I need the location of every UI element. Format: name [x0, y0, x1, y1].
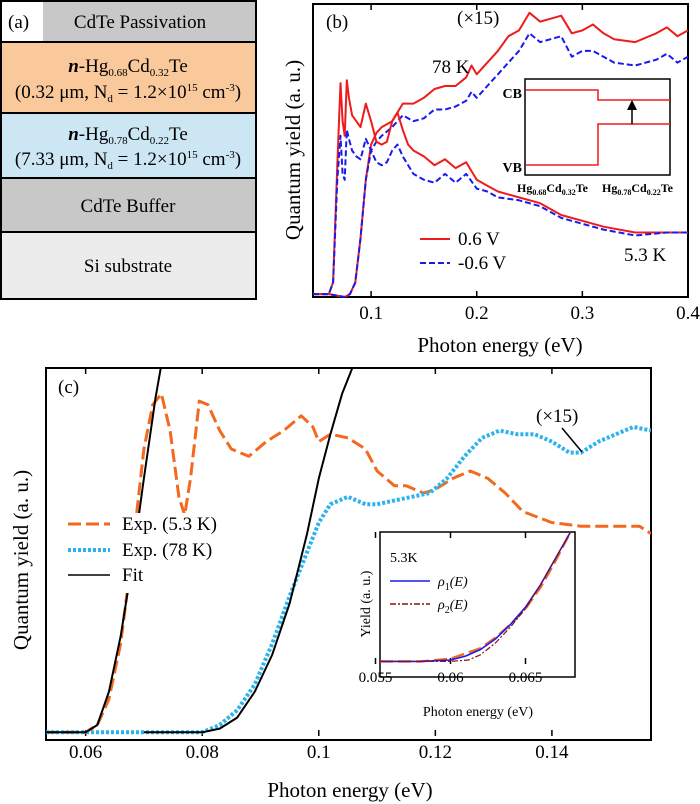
layer-label: Si substrate [84, 256, 172, 277]
x-tick-label: 0.1 [359, 303, 383, 324]
layer-detail: (0.32 μm, Nd = 1.2×1015 cm-3) [15, 82, 241, 105]
layer-si-substrate [1, 232, 256, 299]
x-tick-label: 0.2 [465, 303, 489, 324]
label-78k: 78 K [432, 57, 470, 78]
panel-c-xlabel: Photon energy (eV) [267, 778, 432, 802]
x-tick-label: 0.055 [359, 670, 393, 686]
arrow-head-icon [627, 100, 637, 110]
band-edges [526, 89, 670, 166]
x-tick-label: 0.06 [69, 742, 102, 763]
series-line-1 [313, 32, 689, 298]
panel-c-ylabel: Quantum yield (a. u.) [9, 470, 33, 650]
vb-label: VB [503, 161, 522, 176]
panel-b-legend: 0.6 V -0.6 V [420, 229, 506, 274]
layer-label: n-Hg0.78Cd0.22Te [68, 124, 188, 147]
scale-annotation: (×15) [457, 8, 499, 29]
x-tick-label: 0.065 [509, 670, 543, 686]
legend-rho2: ρ2(E) [437, 598, 468, 616]
x-tick-label: 0.08 [186, 742, 219, 763]
series-line-2 [46, 368, 162, 734]
layer-hgcdte-022 [1, 113, 256, 178]
layer-label: CdTe Buffer [81, 196, 177, 217]
series-line-2 [313, 79, 688, 296]
scale-annotation: (×15) [536, 406, 578, 427]
layer-label: CdTe Passivation [74, 12, 207, 33]
panel-c-axes [45, 367, 652, 741]
series-line-3 [313, 129, 688, 296]
legend-label: 0.6 V [458, 229, 500, 250]
panel-b-label: (b) [326, 12, 348, 33]
legend-label: Exp. (5.3 K) [122, 514, 217, 535]
panel-c-inset: 0.055 0.06 0.065 5.3K ρ1(E) ρ2(E) Photon e… [359, 531, 576, 720]
series-line-0 [46, 392, 651, 734]
x-tick-label: 0.14 [535, 742, 569, 763]
panel-a-label-box [1, 1, 43, 42]
layer-cdte-buffer [1, 178, 256, 232]
legend-label: Exp. (78 K) [122, 540, 212, 561]
layer-hgcdte-032 [1, 42, 256, 113]
inset-ylabel: Yield (a. u.) [359, 570, 374, 637]
x-tick-label: 0.1 [307, 742, 331, 763]
panel-c-chart: 0.06 0.08 0.1 0.12 0.14 (c) (×15) Photon ene… [9, 367, 652, 802]
layer-detail: (7.33 μm, Nd = 1.2×1015 cm-3) [15, 149, 241, 172]
legend-label: Fit [122, 565, 144, 586]
series-line-2 [380, 532, 572, 662]
legend-rho1: ρ1(E) [437, 575, 468, 593]
right-material: Hg0.78Cd0.22Te [602, 181, 674, 197]
x-tick-label: 0.12 [419, 742, 452, 763]
panel-b-axes [312, 3, 689, 298]
series-line-1 [46, 424, 651, 735]
series-line-3 [143, 368, 354, 734]
inset-title: 5.3K [390, 551, 418, 566]
series-line-0 [313, 11, 689, 298]
scale-pointer-line [561, 427, 583, 453]
layer-label: n-Hg0.68Cd0.32Te [68, 56, 188, 79]
legend-label: -0.6 V [458, 253, 506, 274]
x-tick-label: 0.4 [676, 303, 700, 324]
x-tick-label: 0.06 [437, 670, 464, 686]
left-material: Hg0.68Cd0.32Te [517, 181, 589, 197]
panel-b-chart: 0.1 0.2 0.3 0.4 (b) (×15) 78 K 5.3 K Photon… [281, 3, 700, 357]
band-diagram-inset: CB VB Hg0.68Cd0.32Te Hg0.78Cd0.22Te [503, 78, 674, 197]
panel-b-ylabel: Quantum yield (a. u.) [281, 60, 305, 240]
x-tick-label: 0.3 [570, 303, 594, 324]
cb-label: CB [503, 87, 522, 102]
panel-c-legend: Exp. (5.3 K) Exp. (78 K) Fit [60, 513, 236, 593]
panel-c-label: (c) [58, 377, 79, 398]
panel-a-layer-stack: (a) CdTe Passivation n-Hg0.68Cd0.32Te (0… [0, 0, 257, 300]
inset-xlabel: Photon energy (eV) [423, 705, 533, 720]
label-5-3k: 5.3 K [624, 245, 667, 266]
panel-a-label: (a) [8, 12, 29, 33]
panel-b-xlabel: Photon energy (eV) [417, 333, 582, 357]
layer-cdte-passivation [1, 1, 256, 42]
